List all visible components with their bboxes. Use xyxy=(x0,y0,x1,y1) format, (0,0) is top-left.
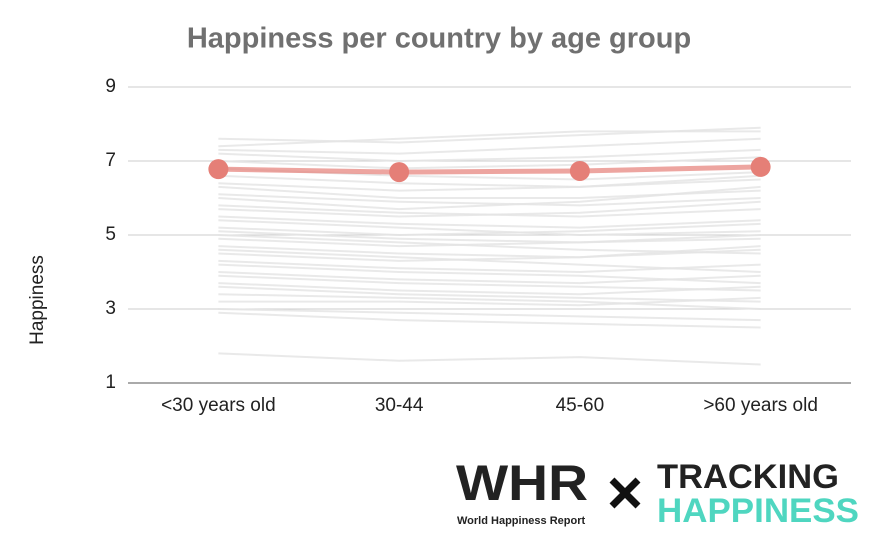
cross-icon xyxy=(609,477,641,509)
series-line xyxy=(218,130,761,148)
point xyxy=(569,160,590,181)
series-line xyxy=(218,311,761,329)
series-line xyxy=(218,352,761,366)
series-line xyxy=(218,156,761,170)
point xyxy=(750,156,771,177)
series-line xyxy=(218,219,761,237)
series-line xyxy=(218,222,761,237)
x-tick-label: 30-44 xyxy=(375,395,424,416)
series-line xyxy=(218,193,761,207)
point xyxy=(208,159,229,180)
x-tick-label: 45-60 xyxy=(556,395,605,416)
series-line xyxy=(218,174,761,188)
series-line xyxy=(218,271,761,285)
happiness-text: HAPPINESS xyxy=(657,492,859,530)
series-line xyxy=(218,234,761,248)
whr-caption: World Happiness Report xyxy=(457,515,585,527)
series-line xyxy=(218,274,761,292)
series-line xyxy=(218,285,761,303)
point xyxy=(389,162,410,183)
y-tick-label: 3 xyxy=(105,298,116,319)
series-line xyxy=(218,137,761,155)
y-tick-label: 9 xyxy=(105,76,116,97)
series-line xyxy=(218,245,761,259)
series-line xyxy=(218,282,761,296)
x-tick-label: >60 years old xyxy=(703,395,818,416)
series-line xyxy=(218,296,761,307)
series-line xyxy=(218,148,761,163)
series-line xyxy=(218,215,761,229)
series-line xyxy=(218,185,761,211)
y-axis-label: Happiness xyxy=(27,255,48,345)
y-tick-label: 1 xyxy=(105,372,116,393)
y-tick-label: 7 xyxy=(105,150,116,171)
series-line xyxy=(218,230,761,244)
series-line xyxy=(218,259,761,274)
series-line xyxy=(218,308,761,322)
logos: WHR World Happiness Report TRACKING HAPP… xyxy=(456,455,859,530)
series-line xyxy=(218,293,761,310)
series-line xyxy=(218,245,761,262)
tracking-text: TRACKING xyxy=(657,458,839,496)
y-tick-label: 5 xyxy=(105,224,116,245)
series-line xyxy=(218,174,761,192)
series-line xyxy=(218,164,761,175)
x-tick-label: <30 years old xyxy=(161,395,276,416)
chart-title: Happiness per country by age group xyxy=(187,23,691,55)
whr-logo: WHR xyxy=(456,455,588,511)
series-line xyxy=(218,200,761,218)
